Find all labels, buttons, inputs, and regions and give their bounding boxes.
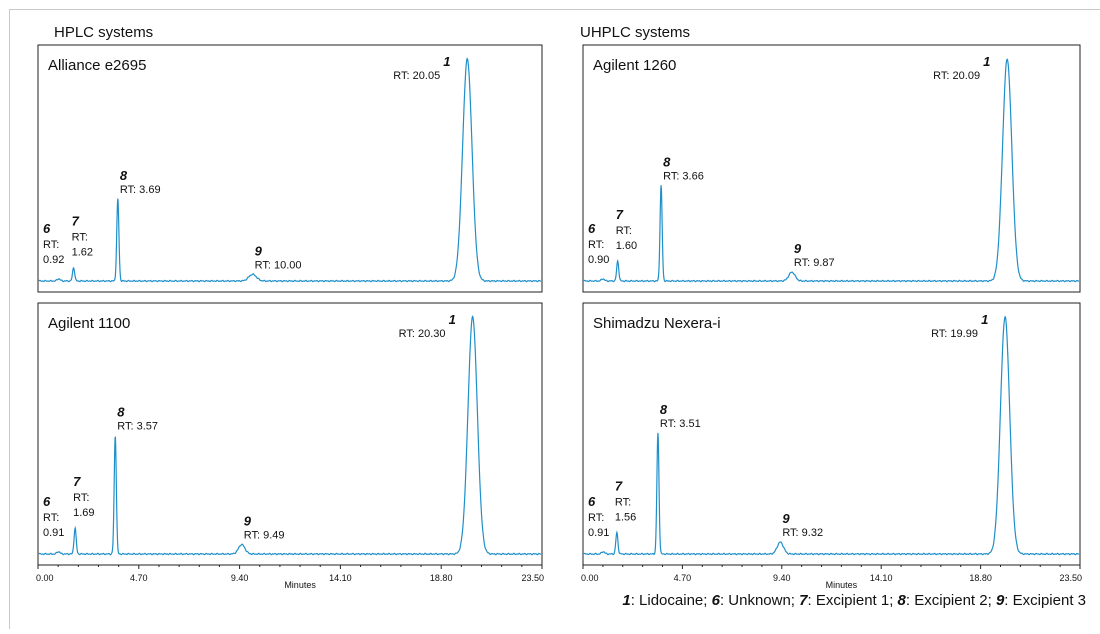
peak-label-7: 7 [615, 479, 623, 494]
peak-rt-value-6: 0.91 [43, 527, 64, 539]
chromatogram-trace [38, 57, 542, 283]
peak-rt-9: RT: 10.00 [255, 259, 302, 271]
peak-label-6: 6 [588, 494, 596, 509]
peak-rt-9: RT: 9.49 [244, 530, 285, 542]
panel-title: Alliance e2695 [48, 57, 146, 74]
peak-rt-9: RT: 9.32 [782, 527, 823, 539]
peak-rt-value-7: 1.56 [615, 512, 636, 524]
peak-rt-1: RT: 20.30 [399, 328, 446, 340]
peak-rt-label-7: RT: [72, 232, 88, 244]
peak-rt-8: RT: 3.69 [120, 184, 161, 196]
peak-label-7: 7 [73, 474, 81, 489]
peak-label-7: 7 [72, 214, 80, 229]
peak-rt-9: RT: 9.87 [794, 257, 835, 269]
peak-rt-8: RT: 3.57 [117, 421, 158, 433]
legend-num-9: 9 [995, 592, 1005, 609]
legend-num-7: 7 [799, 592, 808, 609]
peak-rt-label-6: RT: [588, 512, 604, 524]
peak-label-9: 9 [244, 514, 252, 529]
panel-frame [37, 44, 543, 293]
panel-3: Shimadzu Nexera-i 6 RT: 0.91 7 RT: 1.56 8RT: 3.… [581, 302, 1082, 590]
peak-label-8: 8 [117, 405, 125, 420]
peak-rt-value-6: 0.90 [588, 254, 609, 266]
legend-text-9: : Excipient 3 [1004, 592, 1086, 609]
panel-frame [582, 302, 1081, 566]
legend-text-1: : Lidocaine; [630, 592, 712, 609]
peak-rt-label-6: RT: [43, 512, 59, 524]
panel-title: Agilent 1260 [593, 57, 676, 74]
legend-num-8: 8 [897, 592, 906, 609]
peak-legend: 1: Lidocaine; 6: Unknown; 7: Excipient 1… [622, 592, 1086, 609]
panel-0: Alliance e2695 6 RT: 0.92 7 RT: 1.62 8RT: 3.69 9… [37, 44, 543, 293]
x-tick-label: 14.10 [870, 573, 893, 583]
peak-rt-1: RT: 20.09 [933, 70, 980, 82]
x-tick-label: 9.40 [773, 573, 791, 583]
peak-rt-value-6: 0.92 [43, 254, 64, 266]
peak-rt-label-6: RT: [588, 239, 604, 251]
peak-label-9: 9 [794, 241, 802, 256]
legend-num-1: 1 [622, 592, 631, 609]
peak-rt-8: RT: 3.66 [663, 171, 704, 183]
panel-frame [37, 302, 543, 566]
peak-rt-value-7: 1.69 [73, 507, 94, 519]
x-tick-label: 23.50 [521, 573, 544, 583]
x-tick-label: 9.40 [231, 573, 249, 583]
legend-text-6: : Unknown; [719, 592, 800, 609]
chromatogram-trace [583, 315, 1080, 556]
peak-label-1: 1 [981, 312, 988, 327]
panel-title: Agilent 1100 [48, 315, 130, 332]
figure-frame [9, 9, 1100, 629]
peak-label-8: 8 [660, 402, 668, 417]
peak-rt-label-7: RT: [73, 492, 89, 504]
peak-rt-value-7: 1.60 [616, 240, 637, 252]
peak-label-1: 1 [983, 54, 990, 69]
peak-label-6: 6 [43, 221, 51, 236]
panel-frame [582, 44, 1081, 293]
peak-rt-1: RT: 19.99 [931, 328, 978, 340]
peak-label-6: 6 [43, 494, 51, 509]
chromatogram-trace [38, 315, 542, 556]
x-tick-label: 14.10 [329, 573, 352, 583]
x-axis-label: Minutes [826, 580, 858, 590]
legend-text-7: : Excipient 1; [807, 592, 898, 609]
peak-label-1: 1 [449, 312, 456, 327]
x-tick-label: 4.70 [130, 573, 148, 583]
x-tick-label: 0.00 [36, 573, 54, 583]
peak-rt-label-7: RT: [615, 497, 631, 509]
x-tick-label: 18.80 [430, 573, 453, 583]
peak-label-8: 8 [663, 155, 671, 170]
panel-title: Shimadzu Nexera-i [593, 315, 721, 332]
x-tick-label: 0.00 [581, 573, 599, 583]
peak-rt-value-6: 0.91 [588, 527, 609, 539]
x-tick-label: 4.70 [674, 573, 692, 583]
peak-rt-1: RT: 20.05 [393, 70, 440, 82]
peak-label-6: 6 [588, 221, 596, 236]
x-axis-label: Minutes [284, 580, 316, 590]
peak-rt-label-6: RT: [43, 239, 59, 251]
legend-num-6: 6 [711, 592, 720, 609]
x-tick-label: 23.50 [1059, 573, 1082, 583]
peak-label-9: 9 [255, 243, 263, 258]
peak-rt-label-7: RT: [616, 225, 632, 237]
peak-rt-value-7: 1.62 [72, 247, 93, 259]
peak-label-9: 9 [782, 511, 790, 526]
uhplc-group-title: UHPLC systems [580, 24, 691, 41]
peak-label-8: 8 [120, 168, 128, 183]
x-tick-label: 18.80 [969, 573, 992, 583]
legend-text-8: : Excipient 2; [905, 592, 996, 609]
peak-label-7: 7 [616, 207, 624, 222]
peak-rt-8: RT: 3.51 [660, 418, 701, 430]
chromatogram-trace [583, 58, 1080, 283]
peak-label-1: 1 [443, 54, 450, 69]
hplc-group-title: HPLC systems [54, 24, 154, 41]
